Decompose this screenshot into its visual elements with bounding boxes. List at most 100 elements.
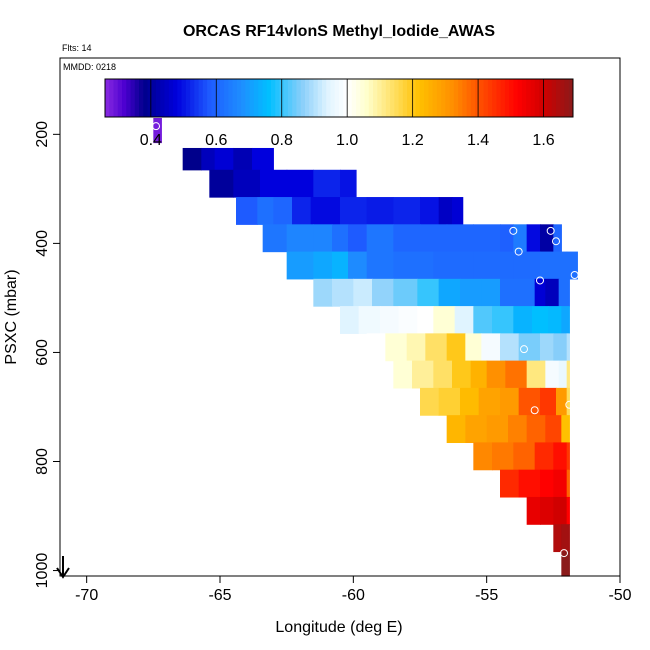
- colorbar-tick-label: 1.4: [467, 132, 489, 149]
- colorbar-segment: [513, 79, 519, 117]
- heatmap-cell: [478, 387, 501, 416]
- colorbar-segment: [130, 79, 136, 117]
- colorbar-segment: [564, 79, 570, 117]
- colorbar-segment: [428, 79, 434, 117]
- heatmap-cell: [566, 496, 570, 525]
- colorbar-segment: [394, 79, 400, 117]
- colorbar-segment: [156, 79, 161, 117]
- colorbar-frame: [104, 78, 574, 118]
- colorbar-segment: [343, 79, 348, 117]
- colorbar-segment: [373, 79, 378, 117]
- heatmap-cell: [420, 197, 440, 225]
- heatmap-cell: [566, 251, 578, 280]
- colorbar-segment: [543, 79, 548, 117]
- colorbar-segment: [232, 79, 238, 117]
- sample-marker: [565, 400, 574, 409]
- heatmap-cell: [486, 415, 509, 444]
- heatmap-cell: [518, 278, 536, 307]
- heatmap-cell: [153, 117, 162, 144]
- heatmap-cell: [492, 306, 514, 334]
- heatmap-cell: [310, 197, 341, 225]
- heatmap-cell: [406, 333, 426, 362]
- colorbar-segment: [411, 79, 417, 117]
- colorbar-segment: [560, 79, 565, 117]
- colorbar-segment: [424, 79, 429, 117]
- heatmap-cell: [420, 224, 448, 253]
- sample-marker: [514, 247, 523, 256]
- colorbar-segment: [330, 79, 336, 117]
- x-axis: -70 -65 -60 -55 -50: [75, 576, 632, 604]
- heatmap-cell: [273, 197, 293, 225]
- heatmap-cell: [566, 442, 570, 471]
- heatmap-cell: [500, 224, 514, 253]
- heatmap-cell: [452, 197, 464, 225]
- colorbar-segment: [551, 79, 557, 117]
- colorbar-segment: [453, 79, 459, 117]
- heatmap-cell: [412, 360, 434, 389]
- heatmap-cell: [348, 251, 368, 280]
- y-tick-label: 400: [34, 230, 51, 257]
- heatmap-cell: [366, 333, 386, 362]
- colorbar-segment: [228, 79, 234, 117]
- colorbar-segment: [309, 79, 314, 117]
- heatmap-cell: [526, 360, 546, 389]
- heatmap-cell: [526, 415, 546, 444]
- colorbar-segment: [219, 79, 225, 117]
- y-axis-label: PSXC (mbar): [3, 269, 20, 364]
- x-tick-label: -65: [208, 587, 231, 604]
- colorbar-segment: [492, 79, 497, 117]
- heatmap-cell: [353, 278, 373, 307]
- heatmap-cell: [366, 197, 394, 225]
- colorbar-tick-label: 0.8: [271, 132, 293, 149]
- heatmap-cell: [446, 333, 466, 362]
- heatmap-cell: [513, 306, 533, 334]
- colorbar-segment: [304, 79, 310, 117]
- heatmap-cell: [433, 306, 456, 334]
- y-tick-label: 1000: [34, 553, 51, 589]
- heatmap-cell: [313, 278, 333, 307]
- colorbar-segment: [347, 79, 353, 117]
- colorbar-segment: [151, 79, 157, 117]
- y-axis: 200 400 600 800 1000: [34, 121, 60, 588]
- heatmap-cell: [286, 224, 314, 253]
- colorbar-segment: [266, 79, 272, 117]
- heatmap-cell: [438, 387, 461, 416]
- heatmap-cell: [460, 387, 480, 416]
- colorbar-segment: [287, 79, 293, 117]
- heatmap-cell: [500, 387, 520, 416]
- colorbar-segment: [534, 79, 540, 117]
- colorbar-segment: [530, 79, 536, 117]
- heatmap-cell: [340, 169, 357, 198]
- colorbar-segment: [275, 79, 280, 117]
- chart-title: ORCAS RF14vlonS Methyl_Iodide_AWAS: [183, 23, 495, 40]
- colorbar-segment: [381, 79, 387, 117]
- colorbar-segment: [160, 79, 166, 117]
- colorbar-segment: [407, 79, 412, 117]
- heatmap-cell: [366, 224, 394, 253]
- colorbar-segment: [202, 79, 208, 117]
- sample-markers: [152, 122, 579, 558]
- colorbar-segment: [270, 79, 276, 117]
- colorbar-segment: [245, 79, 251, 117]
- colorbar-tick-label: 1.6: [532, 132, 554, 149]
- heatmap-cell: [473, 251, 514, 280]
- heatmap-cell: [534, 442, 554, 471]
- heatmap-cell: [566, 333, 570, 362]
- colorbar-segment: [313, 79, 319, 117]
- colorbar-segment: [445, 79, 451, 117]
- heatmap-cell: [460, 278, 482, 307]
- colorbar-segment: [207, 79, 212, 117]
- sample-marker: [152, 122, 160, 131]
- heatmap-cell: [332, 224, 349, 253]
- colorbar-segment: [496, 79, 502, 117]
- heatmap-cell: [433, 360, 453, 389]
- heatmap-cell: [385, 333, 408, 362]
- heatmap-cell: [481, 278, 501, 307]
- heatmap-cell: [420, 387, 440, 416]
- heatmap-cell: [561, 415, 570, 444]
- heatmap-cell: [553, 496, 568, 525]
- heatmap-cell: [473, 442, 493, 471]
- colorbar-segment: [168, 79, 174, 117]
- heatmap-cell: [372, 278, 394, 307]
